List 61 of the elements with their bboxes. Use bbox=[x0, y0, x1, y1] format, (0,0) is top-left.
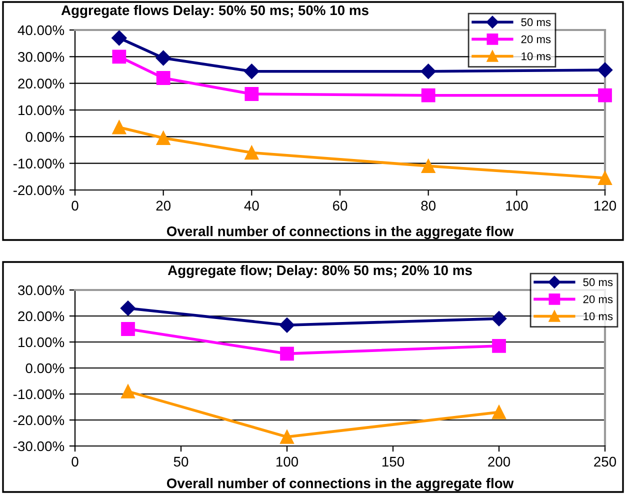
point bbox=[120, 300, 136, 316]
y-tick-label: 10.00% bbox=[18, 337, 64, 348]
legend-label: 20 ms bbox=[583, 295, 613, 304]
point bbox=[244, 87, 259, 101]
y-tick-label: -10.00% bbox=[13, 158, 64, 169]
point bbox=[244, 64, 260, 79]
point bbox=[156, 131, 170, 145]
point bbox=[156, 71, 170, 85]
point bbox=[491, 311, 507, 326]
y-tick-label: 30.00% bbox=[18, 285, 64, 296]
x-tick-label: 80 bbox=[421, 200, 436, 211]
legend-label: 50 ms bbox=[583, 278, 613, 286]
x-tick-label: 40 bbox=[244, 200, 259, 211]
y-tick-label: 20.00% bbox=[18, 78, 64, 89]
point bbox=[112, 50, 126, 64]
point bbox=[421, 88, 436, 102]
point bbox=[112, 30, 127, 46]
x-tick-label: 0 bbox=[72, 200, 78, 211]
x-tick-label: 120 bbox=[594, 200, 616, 211]
point bbox=[112, 120, 126, 134]
x-tick-label: 100 bbox=[506, 200, 528, 211]
chart-title: Aggregate flow; Delay: 80% 50 ms; 20% 10 ms bbox=[168, 264, 472, 278]
point bbox=[421, 159, 436, 173]
point bbox=[492, 338, 506, 353]
y-tick-label: -10.00% bbox=[13, 389, 64, 400]
x-tick-label: 0 bbox=[72, 456, 78, 467]
point bbox=[597, 62, 613, 78]
x-tick-label: 250 bbox=[594, 456, 616, 467]
point bbox=[598, 88, 612, 102]
x-axis-title: Overall number of connections in the aggregate flow bbox=[166, 226, 514, 240]
point bbox=[280, 346, 294, 361]
legend-label: 20 ms bbox=[521, 35, 551, 44]
point bbox=[279, 318, 295, 333]
point bbox=[280, 430, 294, 444]
point bbox=[492, 405, 506, 420]
x-tick-label: 50 bbox=[174, 456, 188, 467]
chart-title: Aggregate flows Delay: 50% 50 ms; 50% 10 ms bbox=[61, 4, 368, 18]
x-tick-label: 150 bbox=[382, 456, 404, 467]
y-tick-label: 0.00% bbox=[26, 132, 64, 142]
y-tick-label: 0.00% bbox=[26, 363, 64, 374]
y-tick-label: -30.00% bbox=[13, 441, 64, 452]
x-tick-label: 60 bbox=[332, 200, 348, 211]
point bbox=[244, 146, 259, 160]
y-tick-label: 20.00% bbox=[18, 311, 64, 322]
legend-label: 10 ms bbox=[584, 312, 613, 320]
y-tick-label: 40.00% bbox=[18, 25, 64, 36]
point bbox=[598, 171, 612, 185]
y-tick-label: -20.00% bbox=[13, 185, 64, 196]
point bbox=[121, 384, 135, 398]
y-tick-label: 10.00% bbox=[18, 105, 64, 116]
point bbox=[420, 64, 436, 79]
legend-label: 50 ms bbox=[521, 18, 551, 26]
x-axis-title: Overall number of connections in the aggregate flow bbox=[166, 478, 514, 492]
x-tick-label: 20 bbox=[156, 200, 171, 211]
x-tick-label: 200 bbox=[488, 456, 510, 467]
y-tick-label: 30.00% bbox=[18, 52, 64, 62]
point bbox=[121, 322, 135, 336]
y-tick-label: -20.00% bbox=[13, 415, 64, 426]
legend-label: 10 ms bbox=[522, 52, 551, 60]
point bbox=[156, 50, 171, 66]
x-tick-label: 100 bbox=[276, 456, 298, 467]
